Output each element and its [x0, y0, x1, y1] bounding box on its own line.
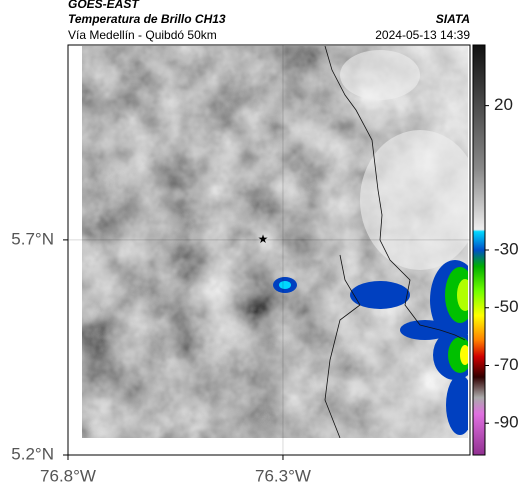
source: GOES-EAST [68, 0, 140, 11]
x-tick-label: 76.3°W [255, 466, 311, 485]
y-tick-label: 5.2°N [11, 444, 54, 463]
colorbar-tick-label: -90 [494, 413, 519, 432]
y-tick-label: 5.7°N [11, 229, 54, 248]
colorbar-tick-label: -70 [494, 355, 519, 374]
product: Temperatura de Brillo CH13 [68, 12, 226, 26]
satellite-image [82, 46, 468, 438]
agency: SIATA [436, 12, 470, 26]
region: Vía Medellín - Quibdó 50km [68, 28, 217, 42]
x-tick-label: 76.8°W [40, 466, 96, 485]
map-frame [67, 44, 471, 456]
location-marker: ★ [258, 232, 269, 246]
colorbar-tick-label: 20 [494, 95, 513, 114]
colorbar-tick-label: -50 [494, 297, 519, 316]
colorbar-tick-label: -30 [494, 239, 519, 258]
datetime: 2024-05-13 14:39 [375, 28, 470, 42]
colorbar [472, 44, 486, 456]
